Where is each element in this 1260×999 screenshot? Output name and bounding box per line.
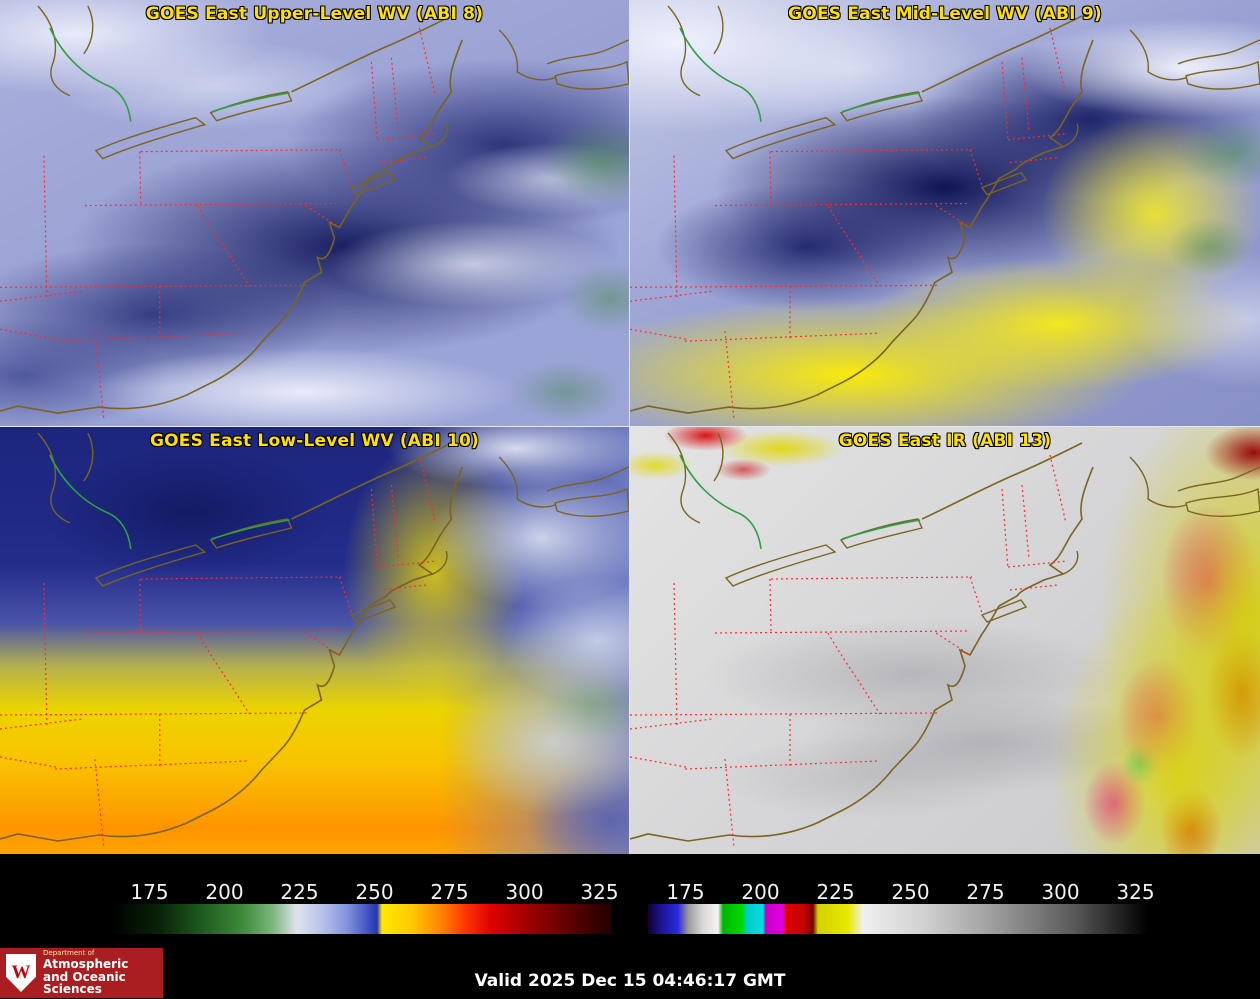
footer: W Department of Atmospheric and Oceanic …	[0, 934, 1260, 999]
tick-label: 300	[505, 880, 544, 904]
colorbar-legend-row: 175 200 225 250 275 300 325 175 200 225 …	[0, 854, 1260, 934]
satellite-imagery-abi8	[0, 0, 629, 426]
map-overlay	[630, 5, 1260, 420]
ir-colorbar-ticks: 175 200 225 250 275 300 325	[648, 880, 1154, 904]
wv-colorbar	[112, 904, 612, 934]
map-overlay	[0, 5, 629, 420]
tick-label: 175	[130, 880, 169, 904]
panel-title: GOES East Mid-Level WV (ABI 9)	[788, 4, 1102, 24]
tick-label: 325	[580, 880, 619, 904]
logo-dept-line: Department of	[43, 948, 95, 957]
panel-upper-level-wv: GOES East Upper-Level WV (ABI 8)	[0, 0, 630, 427]
tick-label: 325	[1116, 880, 1155, 904]
tick-label: 200	[205, 880, 244, 904]
ir-colorbar	[648, 904, 1148, 934]
wv-colorbar-ticks: 175 200 225 250 275 300 325	[112, 880, 618, 904]
tick-label: 250	[891, 880, 930, 904]
logo-text: Department of Atmospheric and Oceanic Sc…	[43, 948, 157, 997]
logo-line1: Atmospheric	[43, 957, 129, 972]
satellite-imagery-abi9	[630, 0, 1260, 426]
panel-title: GOES East IR (ABI 13)	[838, 431, 1052, 451]
tick-label: 200	[741, 880, 780, 904]
satellite-imagery-abi10	[0, 427, 629, 854]
valid-time-text: Valid 2025 Dec 15 04:46:17 GMT	[474, 971, 786, 991]
wv-colorbar-legend: 175 200 225 250 275 300 325	[112, 880, 619, 934]
tick-label: 225	[280, 880, 319, 904]
tick-label: 225	[816, 880, 855, 904]
ir-colorbar-legend: 175 200 225 250 275 300 325	[648, 880, 1155, 934]
tick-label: 275	[430, 880, 469, 904]
logo-line2: and Oceanic Sciences	[43, 969, 126, 997]
tick-label: 300	[1041, 880, 1080, 904]
satellite-imagery-abi13	[630, 427, 1260, 854]
map-overlay	[630, 432, 1260, 848]
tick-label: 275	[966, 880, 1005, 904]
panel-title: GOES East Upper-Level WV (ABI 8)	[145, 4, 484, 24]
map-overlay	[0, 432, 629, 848]
panel-ir: GOES East IR (ABI 13)	[630, 427, 1260, 854]
tick-label: 175	[666, 880, 705, 904]
tick-label: 250	[355, 880, 394, 904]
uw-aos-logo: W Department of Atmospheric and Oceanic …	[0, 948, 163, 998]
panel-low-level-wv: GOES East Low-Level WV (ABI 10)	[0, 427, 630, 854]
panel-title: GOES East Low-Level WV (ABI 10)	[149, 431, 479, 451]
satellite-quad-grid: GOES East Upper-Level WV (ABI 8) GOES Ea…	[0, 0, 1260, 854]
panel-mid-level-wv: GOES East Mid-Level WV (ABI 9)	[630, 0, 1260, 427]
crest-letter: W	[11, 962, 31, 983]
